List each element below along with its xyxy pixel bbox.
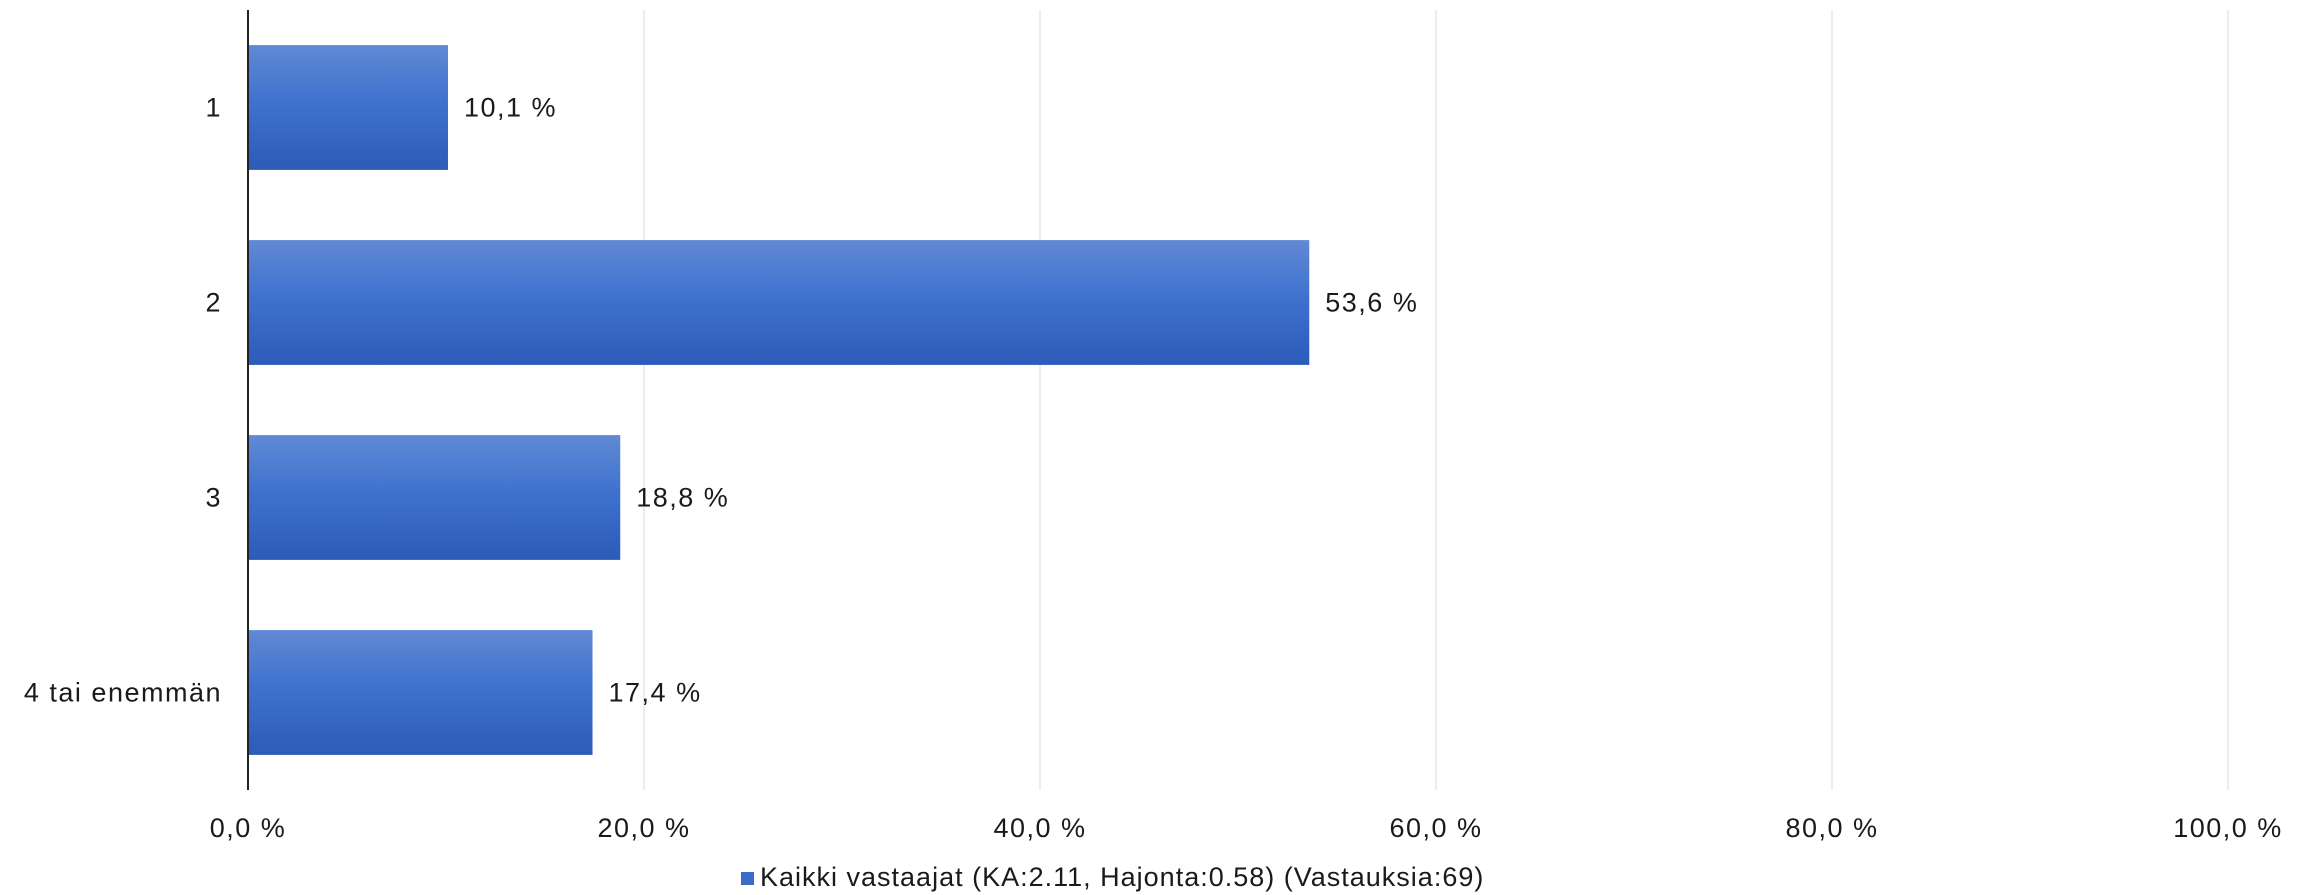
category-label: 2 — [205, 288, 222, 318]
labels: 0,0 % 20,0 % 40,0 % 60,0 % 80,0 % 100,0 % 1 10,… — [24, 93, 2283, 844]
data-label: 53,6 % — [1325, 288, 1418, 318]
bars — [248, 45, 1310, 755]
bar — [248, 240, 1310, 365]
x-tick-label: 40,0 % — [993, 813, 1086, 843]
x-tick-label: 20,0 % — [597, 813, 690, 843]
x-tick-label: 80,0 % — [1785, 813, 1878, 843]
legend-label: Kaikki vastaajat (KA:2.11, Hajonta:0.58)… — [760, 862, 1484, 892]
x-tick-label: 100,0 % — [2173, 813, 2283, 843]
legend-swatch — [741, 872, 754, 885]
data-label: 17,4 % — [609, 678, 702, 708]
data-label: 10,1 % — [464, 93, 557, 123]
category-label: 1 — [205, 93, 222, 123]
legend: Kaikki vastaajat (KA:2.11, Hajonta:0.58)… — [741, 862, 1484, 892]
gridlines — [643, 10, 2229, 790]
bar — [248, 45, 448, 170]
x-tick-label: 60,0 % — [1389, 813, 1482, 843]
data-label: 18,8 % — [636, 483, 729, 513]
bar — [248, 630, 593, 755]
category-label: 3 — [205, 483, 222, 513]
bar — [248, 435, 621, 560]
x-tick-label: 0,0 % — [210, 813, 287, 843]
category-label: 4 tai enemmän — [24, 678, 222, 708]
